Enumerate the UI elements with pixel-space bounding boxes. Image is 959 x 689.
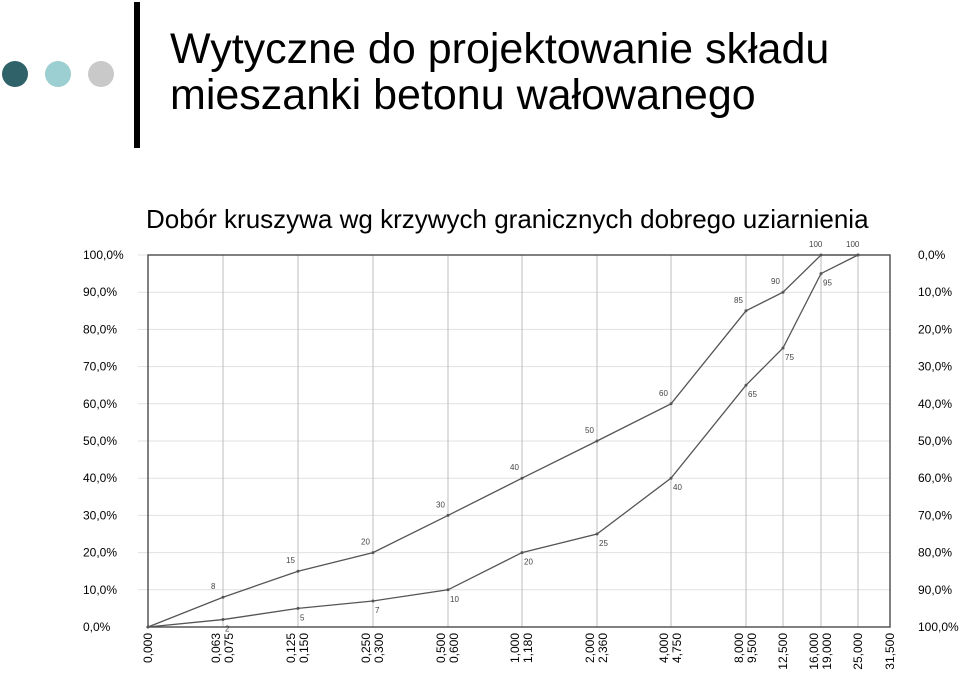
y-left-tick-label: 80,0% (83, 322, 117, 336)
data-point (669, 402, 673, 406)
data-point (146, 625, 150, 629)
x-tick-label: 0,1250,150 (284, 633, 311, 663)
slide-title-line-2: mieszanki betonu wałowanego (170, 71, 756, 119)
data-label: 30 (436, 500, 445, 509)
data-label: 60 (659, 389, 668, 398)
y-left-tick-label: 40,0% (83, 471, 117, 485)
data-point (819, 272, 823, 276)
data-label: 85 (734, 296, 743, 305)
slide-subtitle: Dobór kruszywa wg krzywych granicznych d… (146, 204, 869, 234)
x-tick-label: 8,0009,500 (732, 633, 759, 663)
y-right-tick-label: 30,0% (918, 360, 952, 374)
y-right-tick-label: 20,0% (918, 322, 952, 336)
data-point (296, 569, 300, 573)
x-tick-label: 0,000 (141, 633, 155, 663)
decor-dot-dark (2, 61, 28, 87)
data-label: 65 (748, 390, 757, 399)
y-left-tick-label: 20,0% (83, 546, 117, 560)
x-tick-label: 25,000 (851, 633, 865, 670)
y-left-tick-label: 70,0% (83, 360, 117, 374)
data-point (595, 532, 599, 536)
data-point (371, 599, 375, 603)
x-tick-label: 0,5000,600 (434, 633, 461, 663)
data-point (296, 606, 300, 610)
data-label: 20 (524, 558, 533, 567)
decor-dot-teal (45, 61, 71, 87)
y-right-tick-label: 10,0% (918, 285, 952, 299)
data-label: 75 (785, 353, 794, 362)
y-right-tick-label: 50,0% (918, 434, 952, 448)
data-label: 5 (300, 613, 305, 622)
data-label: 20 (361, 538, 370, 547)
title-accent-bar (134, 2, 140, 148)
x-tick-label: 0,2500,300 (359, 633, 386, 663)
x-tick-label: 1,0001,180 (508, 633, 535, 663)
data-point (221, 595, 225, 599)
data-label: 2 (225, 625, 230, 634)
data-label: 7 (375, 606, 380, 615)
decor-dot-gray (88, 61, 114, 87)
data-point (856, 253, 860, 257)
y-left-tick-label: 100,0% (83, 248, 124, 262)
data-label: 50 (585, 426, 594, 435)
y-left-tick-label: 60,0% (83, 397, 117, 411)
data-point (221, 618, 225, 622)
x-tick-label: 31,500 (883, 633, 897, 670)
x-tick-label: 2,0002,360 (583, 633, 610, 663)
data-label: 100 (809, 240, 823, 249)
slide-title: Wytyczne do projektowanie składu mieszan… (170, 26, 829, 118)
y-right-tick-label: 100,0% (918, 620, 959, 634)
y-left-tick-label: 50,0% (83, 434, 117, 448)
slide-title-line-1: Wytyczne do projektowanie składu (170, 25, 830, 73)
data-label: 100 (846, 240, 860, 249)
data-label: 90 (771, 277, 780, 286)
data-point (520, 551, 524, 555)
data-point (669, 476, 673, 480)
y-right-tick-label: 0,0% (918, 248, 946, 262)
y-left-tick-label: 10,0% (83, 583, 117, 597)
data-point (520, 476, 524, 480)
data-point (819, 253, 823, 257)
x-tick-label: 0,0630,075 (209, 633, 236, 663)
data-label: 40 (673, 483, 682, 492)
lower-limit-line (147, 254, 859, 628)
data-label: 25 (599, 539, 608, 548)
x-tick-label: 4,0004,750 (657, 633, 684, 663)
data-label: 95 (823, 279, 832, 288)
data-point (446, 588, 450, 592)
x-tick-label: 12,500 (776, 633, 790, 670)
y-left-tick-label: 90,0% (83, 285, 117, 299)
data-label: 8 (211, 582, 216, 591)
data-point (744, 383, 748, 387)
data-point (781, 346, 785, 350)
data-point (744, 309, 748, 313)
data-point (446, 513, 450, 517)
plot-frame (147, 254, 891, 628)
y-right-tick-label: 80,0% (918, 546, 952, 560)
data-point (371, 551, 375, 555)
y-left-tick-label: 0,0% (83, 620, 111, 634)
data-label: 15 (286, 556, 295, 565)
y-right-tick-label: 40,0% (918, 397, 952, 411)
y-left-tick-label: 30,0% (83, 508, 117, 522)
x-tick-label: 16,00019,000 (807, 633, 834, 670)
data-point (595, 439, 599, 443)
data-label: 40 (510, 463, 519, 472)
data-point (781, 290, 785, 294)
y-right-tick-label: 70,0% (918, 508, 952, 522)
upper-limit-line (147, 254, 858, 628)
data-label: 10 (450, 595, 459, 604)
y-right-tick-label: 60,0% (918, 471, 952, 485)
y-right-tick-label: 90,0% (918, 583, 952, 597)
